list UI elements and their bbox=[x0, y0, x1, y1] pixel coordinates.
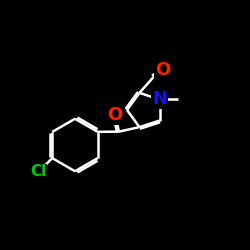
Text: O: O bbox=[108, 106, 123, 124]
Text: O: O bbox=[155, 62, 170, 80]
Text: Cl: Cl bbox=[30, 164, 47, 180]
Text: N: N bbox=[152, 90, 167, 108]
